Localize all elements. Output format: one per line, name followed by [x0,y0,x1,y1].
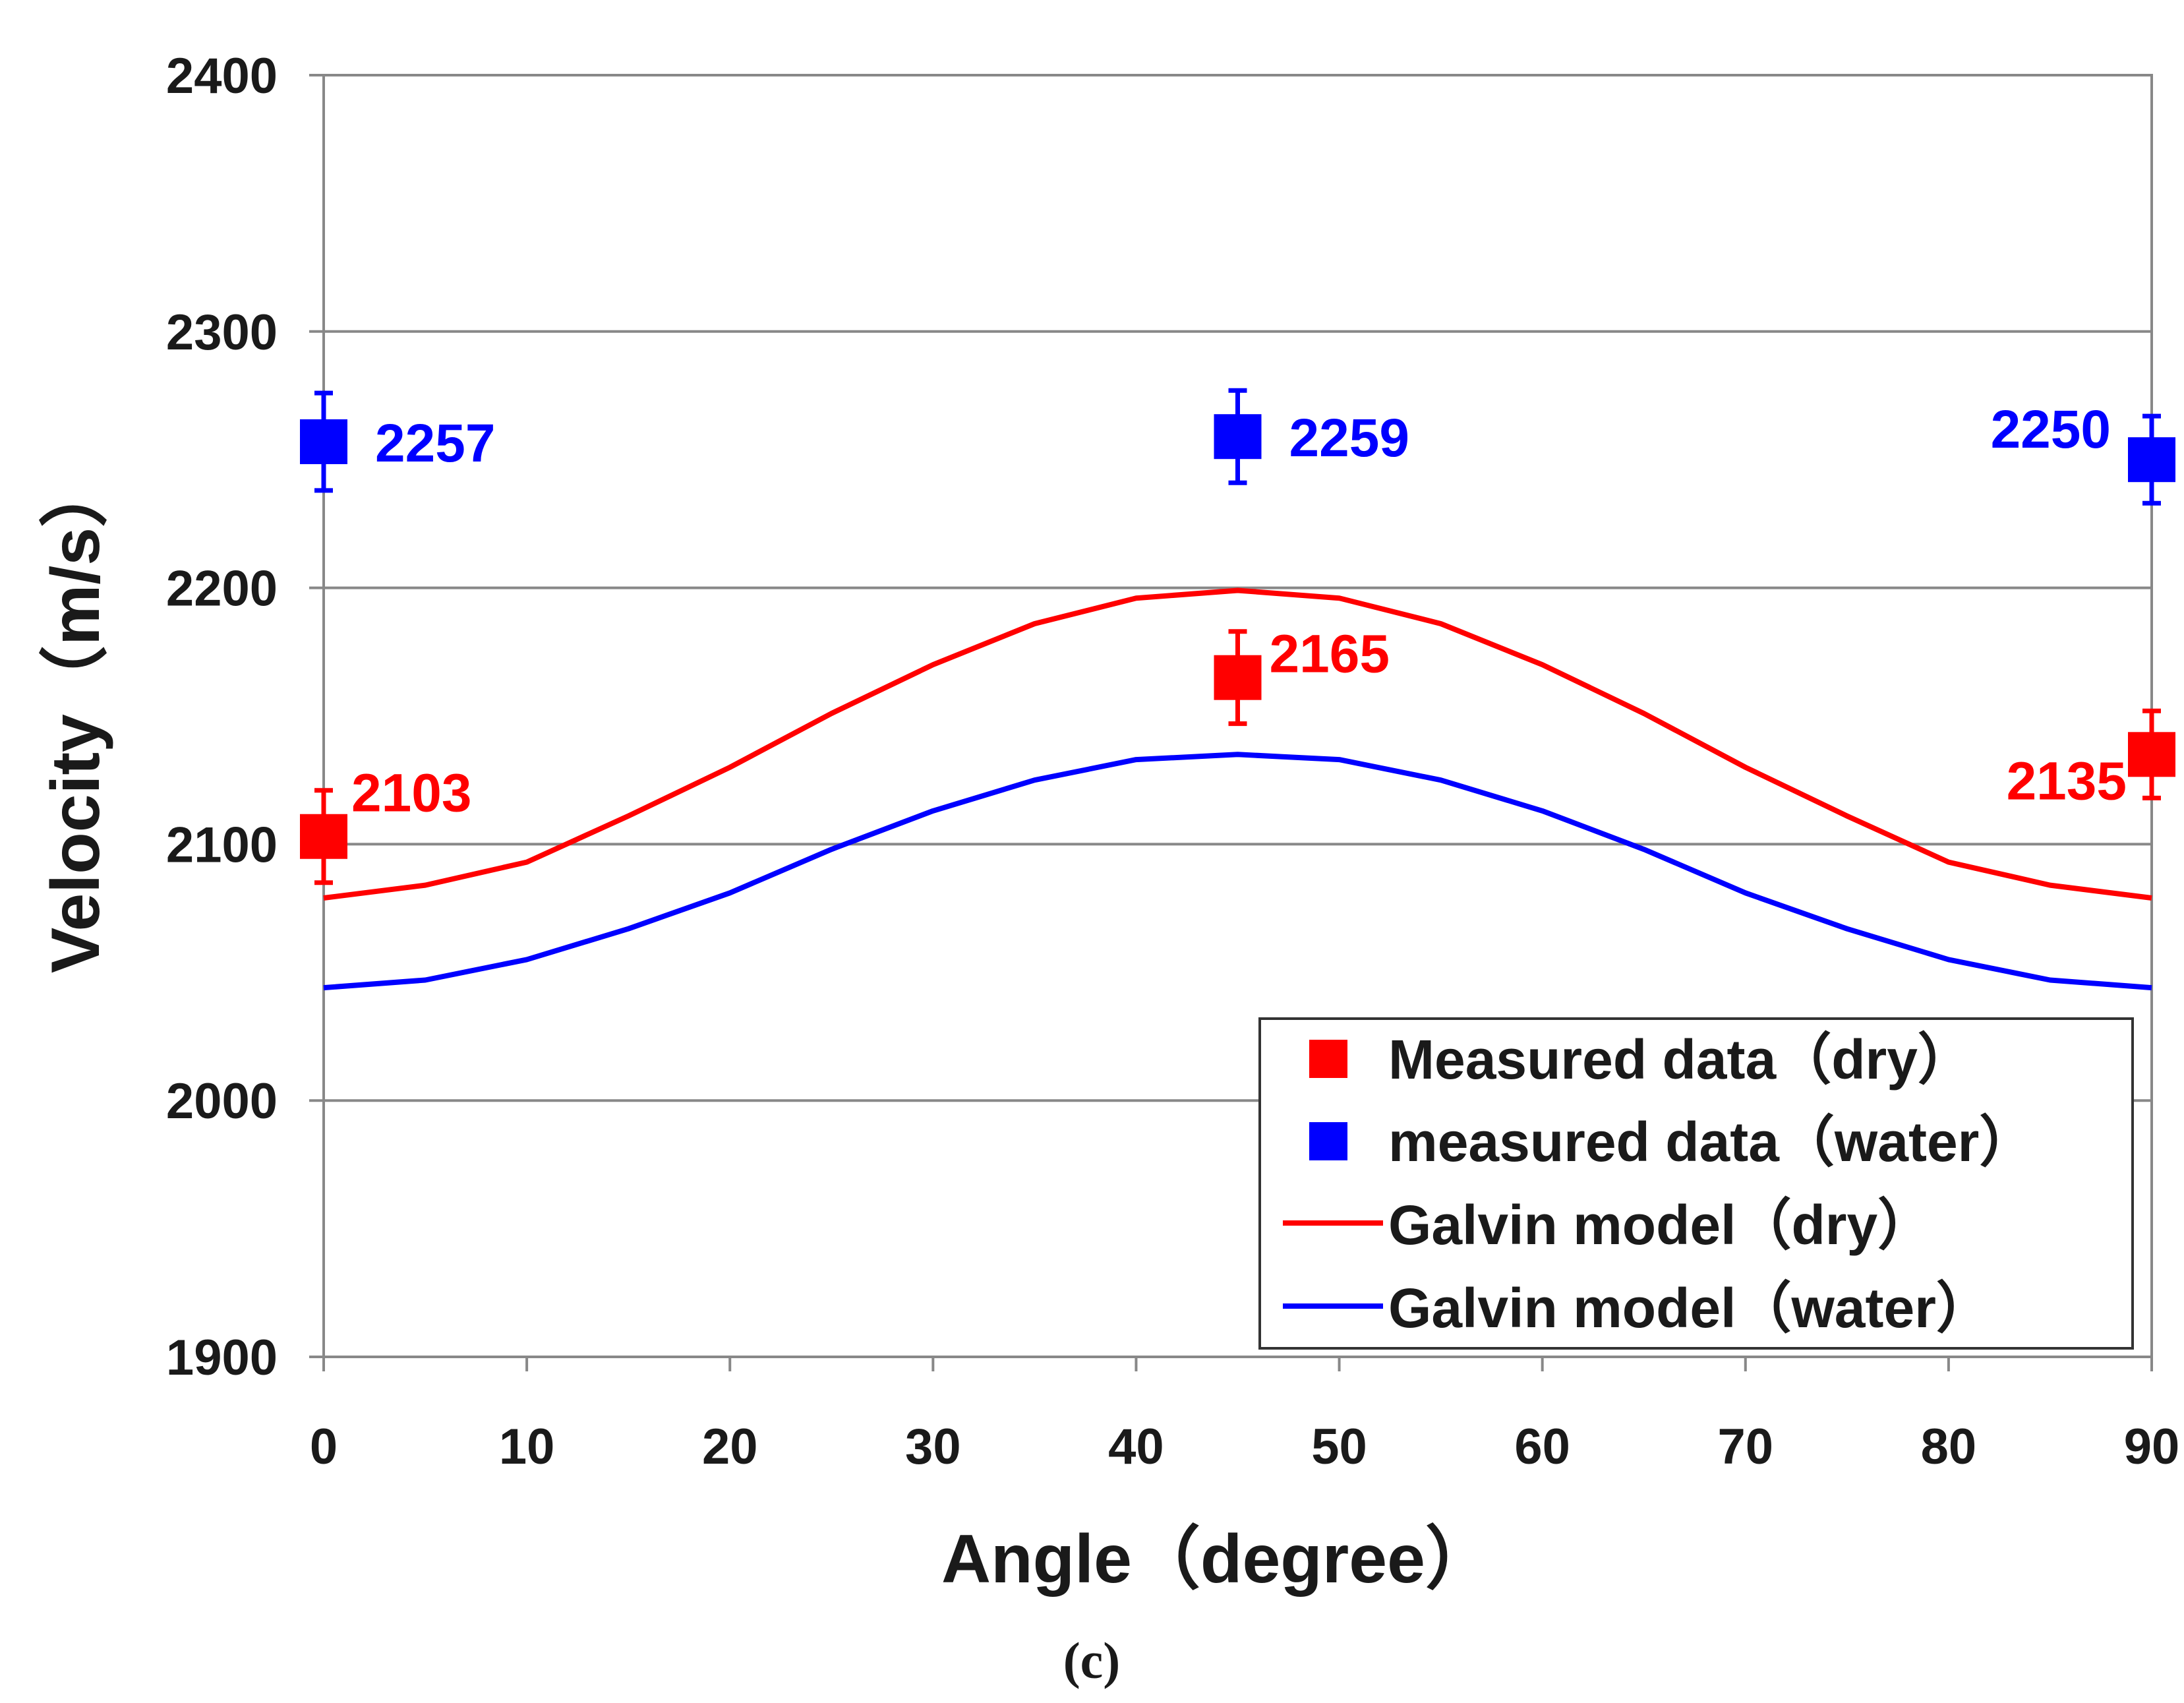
data-label-water: 2259 [1289,408,1409,468]
x-tick-label: 0 [310,1419,338,1475]
legend-box [1258,1017,2134,1350]
data-label-water: 2257 [375,413,495,473]
y-tick-label: 2400 [166,48,278,104]
x-tick-label: 70 [1718,1419,1774,1475]
x-axis-title: Angle（degree） [941,1521,1494,1598]
y-tick-label: 1900 [166,1330,278,1386]
x-tick-label: 20 [702,1419,758,1475]
marker-dry [2128,732,2175,777]
y-tick-label: 2000 [166,1073,278,1129]
legend-label-dry-measured: Measured data（dry） [1388,1029,1973,1091]
figure-caption: (c) [1063,1632,1121,1689]
data-labels: 2103 2165 2135 2257 2259 2250 [351,400,2127,823]
axis-ticks: 1900 2000 2100 2200 2300 2400 0 10 20 30 40 50 60 70 8… [166,48,2179,1475]
legend-marker-water-measured [1309,1122,1347,1160]
marker-water [1214,414,1262,460]
legend-marker-dry-measured [1309,1040,1347,1078]
data-label-dry: 2103 [351,763,471,823]
y-tick-label: 2300 [166,305,278,361]
x-tick-label: 10 [499,1419,555,1475]
y-tick-label: 2200 [166,561,278,617]
y-axis-title: Velocity（m/s） [38,459,114,973]
x-tick-label: 30 [905,1419,961,1475]
marker-water [300,419,347,464]
y-tick-label: 2100 [166,817,278,873]
x-tick-label: 50 [1311,1419,1367,1475]
marker-water [2128,437,2175,483]
legend-label-water-measured: measured data（water） [1388,1111,2034,1173]
marker-dry [300,814,347,859]
x-tick-label: 90 [2124,1419,2180,1475]
series-line-dry-model [323,587,2152,901]
x-tick-label: 80 [1921,1419,1977,1475]
x-tick-label: 40 [1108,1419,1164,1475]
series [300,388,2175,991]
legend-label-dry-model: Galvin model（dry） [1388,1194,1933,1256]
data-label-dry: 2165 [1270,624,1390,684]
data-label-water: 2250 [1991,400,2111,460]
marker-dry [1214,655,1262,700]
series-line-water-model [323,752,2152,991]
legend: Measured data（dry） measured data（water） … [1258,1017,2134,1350]
x-tick-label: 60 [1514,1419,1570,1475]
legend-label-water-model: Galvin model（water） [1388,1277,1992,1339]
data-label-dry: 2135 [2007,751,2127,811]
